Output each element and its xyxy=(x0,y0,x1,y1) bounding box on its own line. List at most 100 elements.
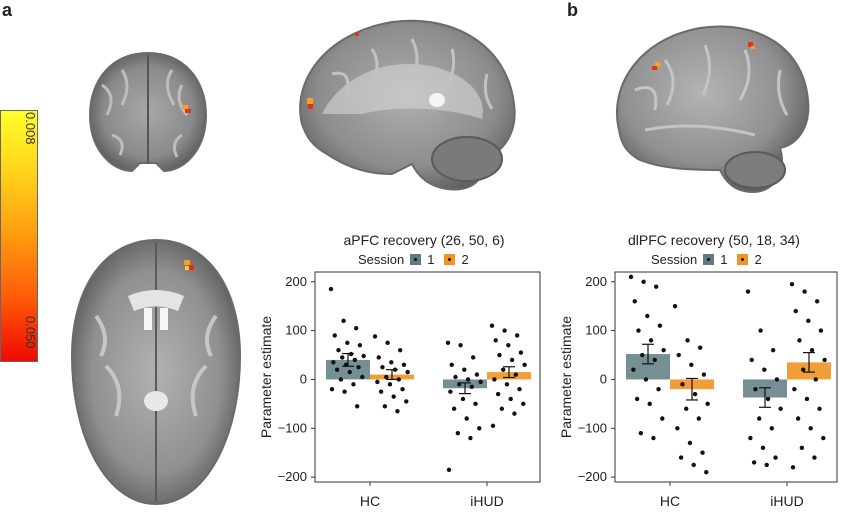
data-point xyxy=(384,374,389,380)
y-axis-label: Parameter estimate xyxy=(560,316,574,438)
panel-label-a: a xyxy=(2,0,13,20)
data-point xyxy=(656,387,661,392)
data-point xyxy=(653,284,659,289)
y-tick-label: −100 xyxy=(278,420,307,435)
data-point xyxy=(804,396,810,402)
data-point xyxy=(462,367,467,372)
data-point xyxy=(378,389,384,394)
data-point xyxy=(473,401,478,407)
coronal-brain-image xyxy=(88,51,208,173)
data-point xyxy=(792,387,797,392)
activation-spot xyxy=(182,105,188,109)
data-point xyxy=(446,467,452,472)
activation-spot xyxy=(188,265,194,270)
data-point xyxy=(802,289,807,294)
y-tick-label: 100 xyxy=(585,323,607,338)
data-point xyxy=(455,430,461,436)
activation-spot xyxy=(185,109,191,113)
data-point xyxy=(672,303,678,309)
activation-spot xyxy=(751,46,755,49)
data-point xyxy=(809,347,815,353)
data-point xyxy=(405,369,410,375)
legend-swatch-session1 xyxy=(703,254,715,265)
data-point xyxy=(382,404,388,409)
data-point xyxy=(506,343,511,348)
data-point xyxy=(774,377,780,382)
legend-swatch-session2 xyxy=(737,254,749,265)
data-point xyxy=(676,352,681,358)
data-point xyxy=(502,328,507,333)
data-point xyxy=(641,279,646,284)
lateral-brain-image xyxy=(615,25,810,194)
data-point xyxy=(795,416,801,421)
x-tick-label: iHUD xyxy=(470,493,503,509)
data-point xyxy=(391,394,396,399)
data-point xyxy=(347,369,352,375)
data-point xyxy=(518,350,524,355)
y-tick-label: −200 xyxy=(578,469,607,484)
data-point xyxy=(691,462,696,468)
data-point xyxy=(701,372,707,377)
data-point xyxy=(748,435,753,441)
data-point xyxy=(385,340,390,346)
data-point xyxy=(389,360,394,365)
legend-swatch-session1 xyxy=(410,254,422,265)
data-point xyxy=(822,357,827,363)
data-point xyxy=(806,318,811,324)
data-point xyxy=(632,299,637,304)
data-point xyxy=(812,455,817,460)
data-point xyxy=(757,416,762,421)
data-point xyxy=(376,355,381,360)
sagittal-brain-image xyxy=(299,19,516,191)
data-point xyxy=(797,338,802,343)
data-point xyxy=(380,365,385,370)
data-point xyxy=(449,362,454,367)
y-axis-label: Parameter estimate xyxy=(258,316,274,438)
legend-label-session2: 2 xyxy=(461,252,469,267)
data-point xyxy=(336,347,341,353)
data-point xyxy=(352,357,357,363)
data-point xyxy=(357,343,363,348)
data-point xyxy=(396,377,401,382)
data-point xyxy=(495,391,501,397)
data-point xyxy=(652,357,657,363)
data-point xyxy=(661,347,666,353)
data-point xyxy=(361,353,366,359)
data-point xyxy=(401,362,407,367)
y-tick-label: 200 xyxy=(285,274,307,289)
activation-spot xyxy=(184,260,190,265)
data-point xyxy=(769,426,774,431)
data-point xyxy=(799,445,805,451)
data-point xyxy=(342,389,347,394)
data-point xyxy=(778,406,783,411)
data-point xyxy=(647,401,652,407)
data-point xyxy=(687,440,693,446)
data-point xyxy=(469,384,474,389)
data-point xyxy=(628,274,634,280)
data-point xyxy=(404,399,409,404)
data-point xyxy=(704,470,709,475)
data-point xyxy=(689,362,694,367)
data-point xyxy=(817,406,822,411)
data-point xyxy=(762,367,767,372)
data-point xyxy=(657,323,663,328)
data-point xyxy=(400,387,405,392)
data-point xyxy=(705,401,710,407)
data-point xyxy=(448,389,453,394)
activation-spot xyxy=(652,66,657,70)
data-point xyxy=(680,382,685,387)
data-point xyxy=(489,323,495,328)
data-point xyxy=(513,372,518,377)
data-point xyxy=(684,406,689,411)
data-point xyxy=(648,338,654,343)
data-point xyxy=(636,328,641,333)
data-point xyxy=(375,379,380,385)
data-point xyxy=(517,387,522,392)
y-tick-label: 200 xyxy=(585,274,607,289)
data-point xyxy=(790,465,796,470)
data-point xyxy=(387,382,393,387)
y-tick-label: −100 xyxy=(578,420,607,435)
data-point xyxy=(801,367,806,372)
data-point xyxy=(700,450,705,455)
data-point xyxy=(445,340,451,346)
